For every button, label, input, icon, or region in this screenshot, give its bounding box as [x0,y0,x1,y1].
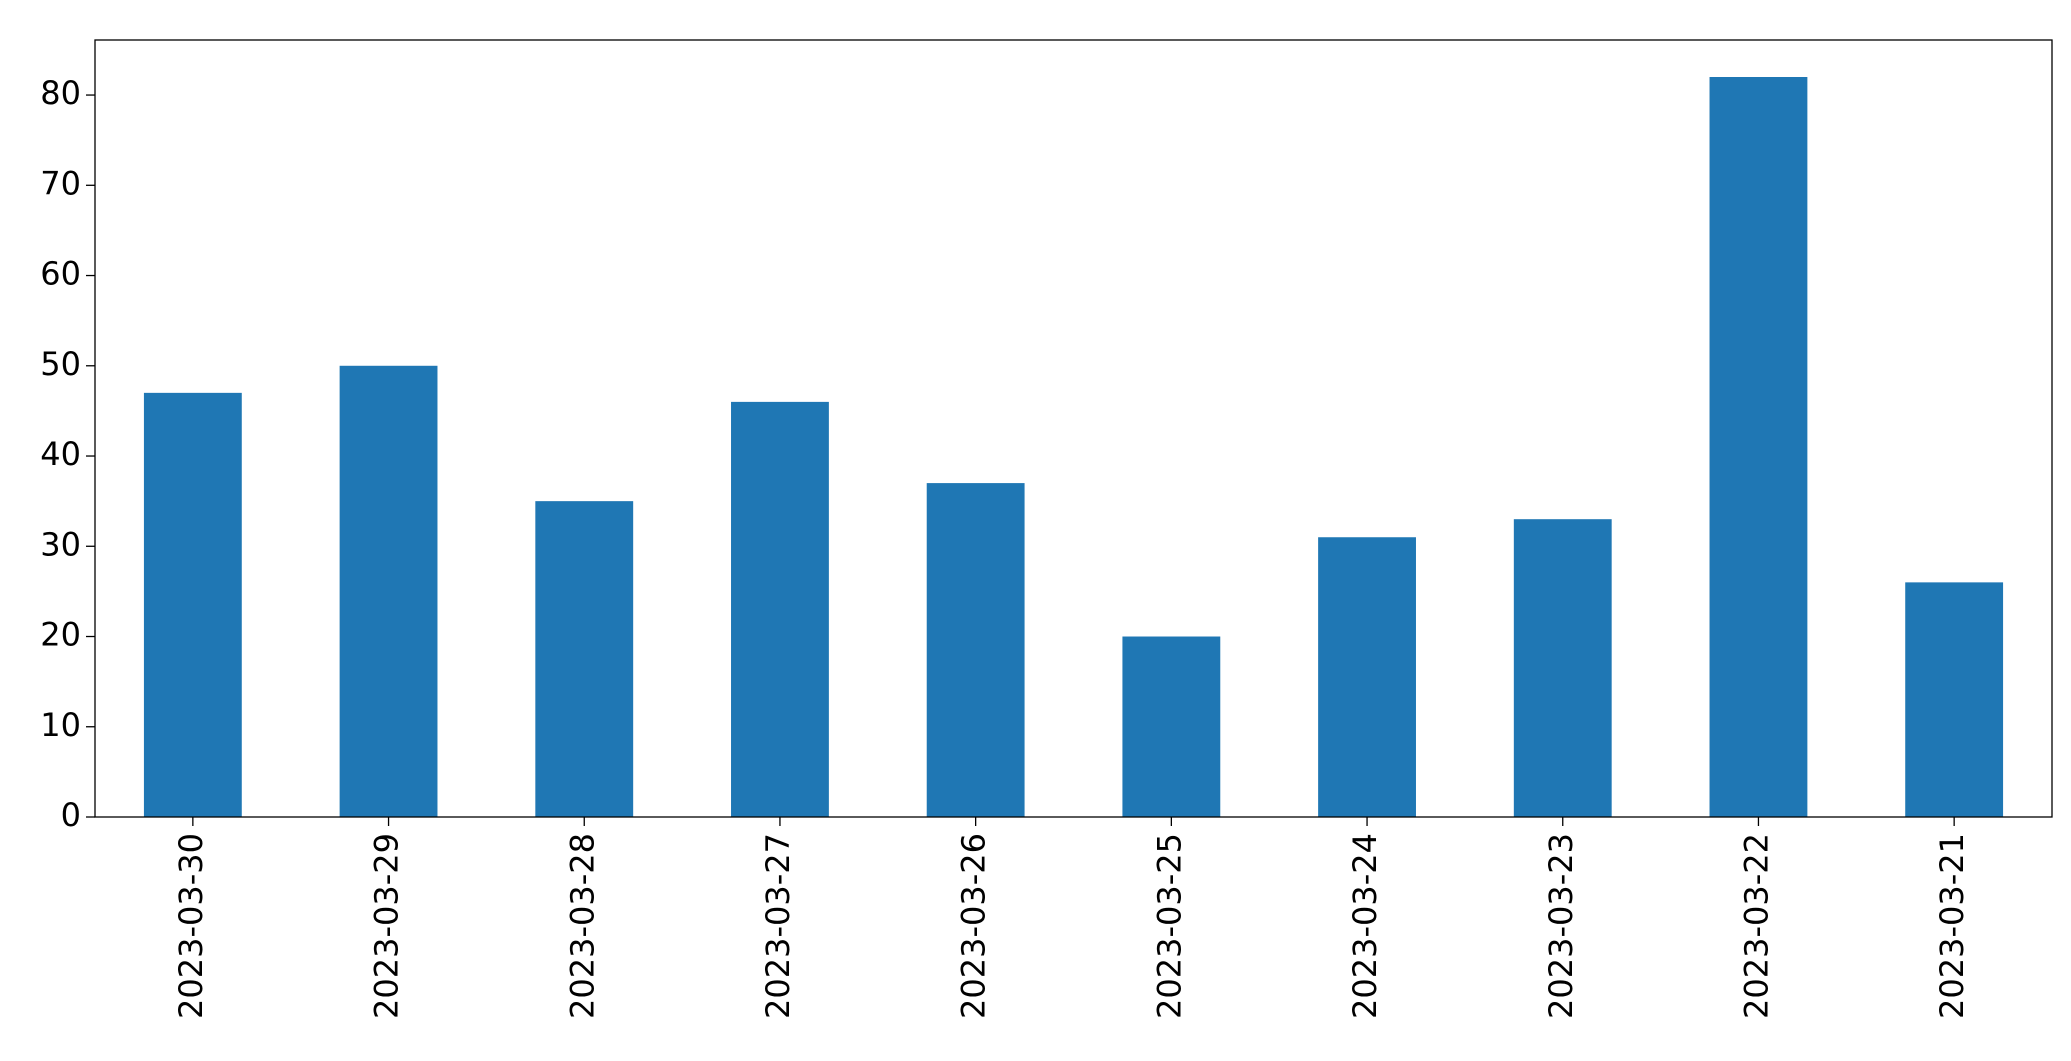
x-tick-label: 2023-03-22 [1737,833,1775,1019]
bar [535,501,634,817]
y-tick-label: 20 [40,616,81,654]
bar [926,483,1025,817]
y-tick-label: 70 [40,164,81,202]
y-tick-label: 0 [61,796,81,834]
x-tick-label: 2023-03-29 [368,833,406,1019]
x-tick-label: 2023-03-21 [1933,833,1971,1019]
bar [731,401,829,817]
bar [1905,582,2004,817]
y-tick-label: 60 [40,255,81,293]
y-tick-label: 10 [40,706,81,744]
bar [1709,77,1808,817]
bar [1122,636,1221,817]
y-tick-label: 30 [40,525,81,563]
y-tick-label: 50 [40,345,81,383]
y-tick-label: 80 [40,74,81,112]
x-tick-label: 2023-03-25 [1150,833,1188,1019]
x-tick-label: 2023-03-28 [563,833,601,1019]
x-tick-label: 2023-03-30 [172,833,210,1019]
plot-frame [94,39,2053,818]
bar [143,392,242,817]
bar [339,365,438,817]
bar [1513,519,1612,817]
x-tick-label: 2023-03-27 [759,833,797,1019]
y-tick-label: 40 [40,435,81,473]
x-tick-label: 2023-03-23 [1542,833,1580,1019]
bar [1318,537,1416,817]
x-tick-label: 2023-03-24 [1346,833,1384,1019]
x-tick-label: 2023-03-26 [955,833,993,1019]
